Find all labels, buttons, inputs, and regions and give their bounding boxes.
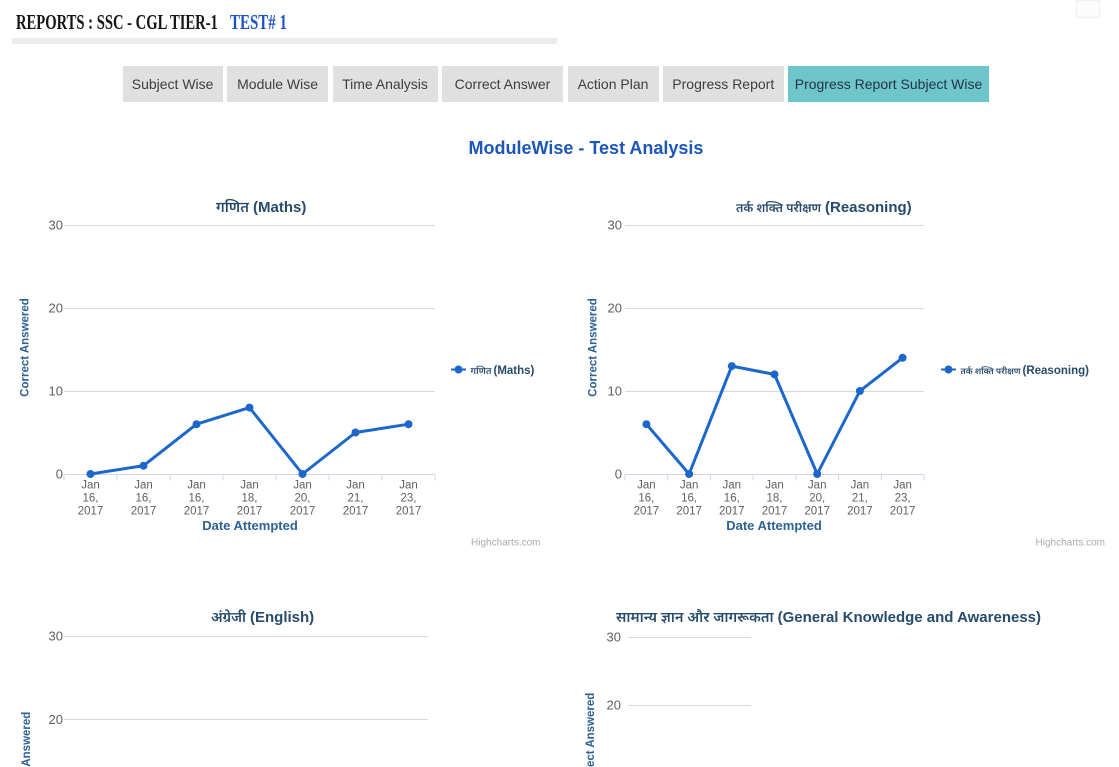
svg-text:30: 30 (49, 218, 63, 233)
svg-text:Highcharts.com: Highcharts.com (471, 538, 540, 549)
svg-text:2017: 2017 (804, 506, 830, 518)
svg-text:Correct Answered: Correct Answered (585, 693, 597, 767)
svg-text:Jan: Jan (81, 480, 100, 492)
svg-text:16,: 16, (681, 493, 697, 505)
svg-text:2017: 2017 (237, 506, 263, 518)
svg-text:Jan: Jan (134, 480, 153, 492)
svg-text:2017: 2017 (343, 506, 369, 518)
svg-text:0: 0 (615, 467, 622, 482)
svg-text:Highcharts.com: Highcharts.com (1036, 538, 1105, 549)
svg-text:Jan: Jan (851, 480, 870, 492)
svg-text:Correct Answered: Correct Answered (20, 298, 32, 397)
svg-text:20: 20 (49, 712, 63, 727)
svg-text:Correct Answered: Correct Answered (588, 298, 600, 397)
svg-text:2017: 2017 (719, 506, 745, 518)
svg-text:18,: 18, (242, 493, 258, 505)
svg-text:20: 20 (607, 698, 621, 713)
svg-text:2017: 2017 (890, 506, 916, 518)
svg-text:30: 30 (607, 630, 621, 645)
svg-text:Jan: Jan (765, 480, 784, 492)
svg-text:2017: 2017 (131, 506, 157, 518)
svg-text:Correct Answered: Correct Answered (21, 712, 33, 767)
svg-text:16,: 16, (83, 493, 99, 505)
svg-text:20,: 20, (295, 493, 311, 505)
svg-text:23,: 23, (895, 493, 911, 505)
svg-text:Jan: Jan (637, 480, 656, 492)
svg-text:Jan: Jan (346, 480, 365, 492)
svg-text:2017: 2017 (762, 506, 788, 518)
svg-text:Jan: Jan (187, 480, 206, 492)
svg-text:20: 20 (608, 301, 622, 316)
svg-text:21,: 21, (852, 493, 868, 505)
svg-text:16,: 16, (189, 493, 205, 505)
svg-text:(Reasoning): (Reasoning) (1023, 365, 1090, 377)
svg-text:30: 30 (49, 629, 63, 644)
svg-text:2017: 2017 (184, 506, 210, 518)
svg-text:Jan: Jan (893, 480, 912, 492)
svg-text:Jan: Jan (240, 480, 259, 492)
svg-text:Date Attempted: Date Attempted (202, 518, 298, 533)
svg-text:10: 10 (608, 384, 622, 399)
svg-text:(English): (English) (250, 609, 314, 626)
svg-text:23,: 23, (401, 493, 417, 505)
svg-text:20: 20 (49, 301, 63, 316)
svg-text:30: 30 (608, 218, 622, 233)
svg-text:16,: 16, (136, 493, 152, 505)
svg-text:2017: 2017 (396, 506, 422, 518)
svg-text:(Maths): (Maths) (253, 199, 306, 216)
svg-text:0: 0 (56, 467, 63, 482)
svg-text:Jan: Jan (808, 480, 827, 492)
svg-text:Jan: Jan (293, 480, 312, 492)
svg-text:Jan: Jan (680, 480, 699, 492)
svg-text:21,: 21, (348, 493, 364, 505)
svg-text:(Reasoning): (Reasoning) (825, 199, 912, 216)
svg-text:16,: 16, (638, 493, 654, 505)
svg-text:Date Attempted: Date Attempted (726, 518, 822, 533)
svg-text:2017: 2017 (78, 506, 104, 518)
svg-text:2017: 2017 (290, 506, 316, 518)
svg-text:2017: 2017 (676, 506, 702, 518)
svg-text:(General Knowledge and Awarene: (General Knowledge and Awareness) (778, 609, 1041, 626)
svg-text:Jan: Jan (723, 480, 742, 492)
svg-text:(Maths): (Maths) (494, 365, 535, 377)
svg-text:2017: 2017 (847, 506, 873, 518)
svg-text:16,: 16, (724, 493, 740, 505)
svg-text:10: 10 (49, 384, 63, 399)
svg-text:2017: 2017 (634, 506, 660, 518)
svg-text:Jan: Jan (399, 480, 418, 492)
svg-text:18,: 18, (767, 493, 783, 505)
svg-text:20,: 20, (809, 493, 825, 505)
